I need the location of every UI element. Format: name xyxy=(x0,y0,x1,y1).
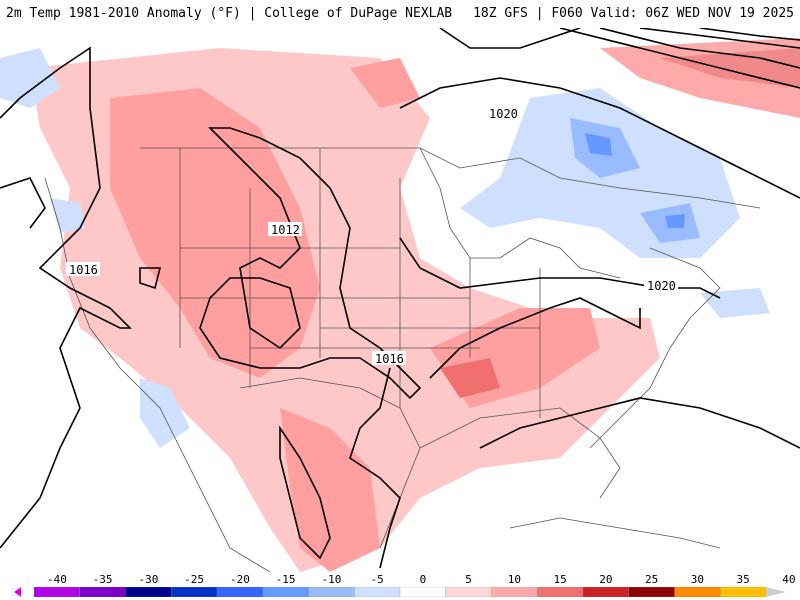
colorbar-bin xyxy=(491,587,538,597)
colorbar-tick-label: 35 xyxy=(736,573,750,586)
colorbar-bin xyxy=(582,587,629,597)
colorbar-bin xyxy=(537,587,584,597)
colorbar-tick-label: 0 xyxy=(419,573,427,586)
colorbar-bin xyxy=(33,587,80,597)
model-run-label: 18Z GFS | F060 Valid: 06Z WED NOV 19 202… xyxy=(473,6,794,21)
colorbar-tick-label: -25 xyxy=(184,573,205,586)
isobar-label-1012-rockies: 1012 xyxy=(271,223,300,237)
colorbar-tick-label: -5 xyxy=(370,573,384,586)
isobars xyxy=(0,28,800,569)
colorbar-bin xyxy=(125,587,172,597)
colorbar-bin xyxy=(674,587,721,597)
colorbar-scale xyxy=(14,587,786,597)
colorbar-tick-label: 25 xyxy=(644,573,659,586)
colorbar-tick-label: 15 xyxy=(553,573,567,586)
isobar-label-1016-southern-plains: 1016 xyxy=(375,352,404,366)
boundaries xyxy=(44,147,761,572)
colorbar-bin xyxy=(354,587,401,597)
colorbar-bin xyxy=(216,587,263,597)
colorbar-tick-label: -30 xyxy=(138,573,159,586)
colorbar-tick-label: 40 xyxy=(782,573,796,586)
colorbar-bin xyxy=(399,587,446,597)
colorbar-arrow-low xyxy=(14,587,22,597)
isobar-label-1020-northeast: 1020 xyxy=(489,107,518,121)
isobar-label-group: 1020 1012 1016 1020 1016 xyxy=(66,106,678,366)
colorbar-tick-label: 10 xyxy=(507,573,522,586)
anomaly-map: 1020 1012 1016 1020 1016 xyxy=(0,28,800,572)
colorbar-bin xyxy=(628,587,675,597)
isobar-label-1020-eastcoast: 1020 xyxy=(647,279,676,293)
colorbar-bin xyxy=(262,587,309,597)
colorbar-bin xyxy=(445,587,492,597)
colorbar-tick-label: -20 xyxy=(229,573,250,586)
colorbar-tick-label: -10 xyxy=(321,573,342,586)
colorbar-bin xyxy=(171,587,218,597)
isobar-label-1016-west: 1016 xyxy=(69,263,98,277)
colorbar-bin xyxy=(79,587,126,597)
colorbar-tick-label: 5 xyxy=(465,573,472,586)
colorbar-bin xyxy=(720,587,767,597)
colorbar-tick-labels: -40 -35 -30 -25 -20 -15 -10 -5 0 5 10 15 20 25 30 35 40 xyxy=(0,572,800,586)
header: 2m Temp 1981-2010 Anomaly (°F) | College… xyxy=(0,0,800,28)
colorbar: -40 -35 -30 -25 -20 -15 -10 -5 0 5 10 15 20 25 30 35 40 xyxy=(0,572,800,600)
colorbar-arrow-high xyxy=(766,587,786,597)
colorbar-bin xyxy=(308,587,355,597)
colorbar-tick-label: 20 xyxy=(599,573,613,586)
colorbar-tick-label: -40 xyxy=(46,573,67,586)
warm-anomaly-shading xyxy=(30,38,800,572)
map-title: 2m Temp 1981-2010 Anomaly (°F) | College… xyxy=(6,6,453,21)
colorbar-tick-label: -35 xyxy=(92,573,113,586)
colorbar-tick-label: -15 xyxy=(275,573,296,586)
colorbar-tick-label: 30 xyxy=(690,573,705,586)
